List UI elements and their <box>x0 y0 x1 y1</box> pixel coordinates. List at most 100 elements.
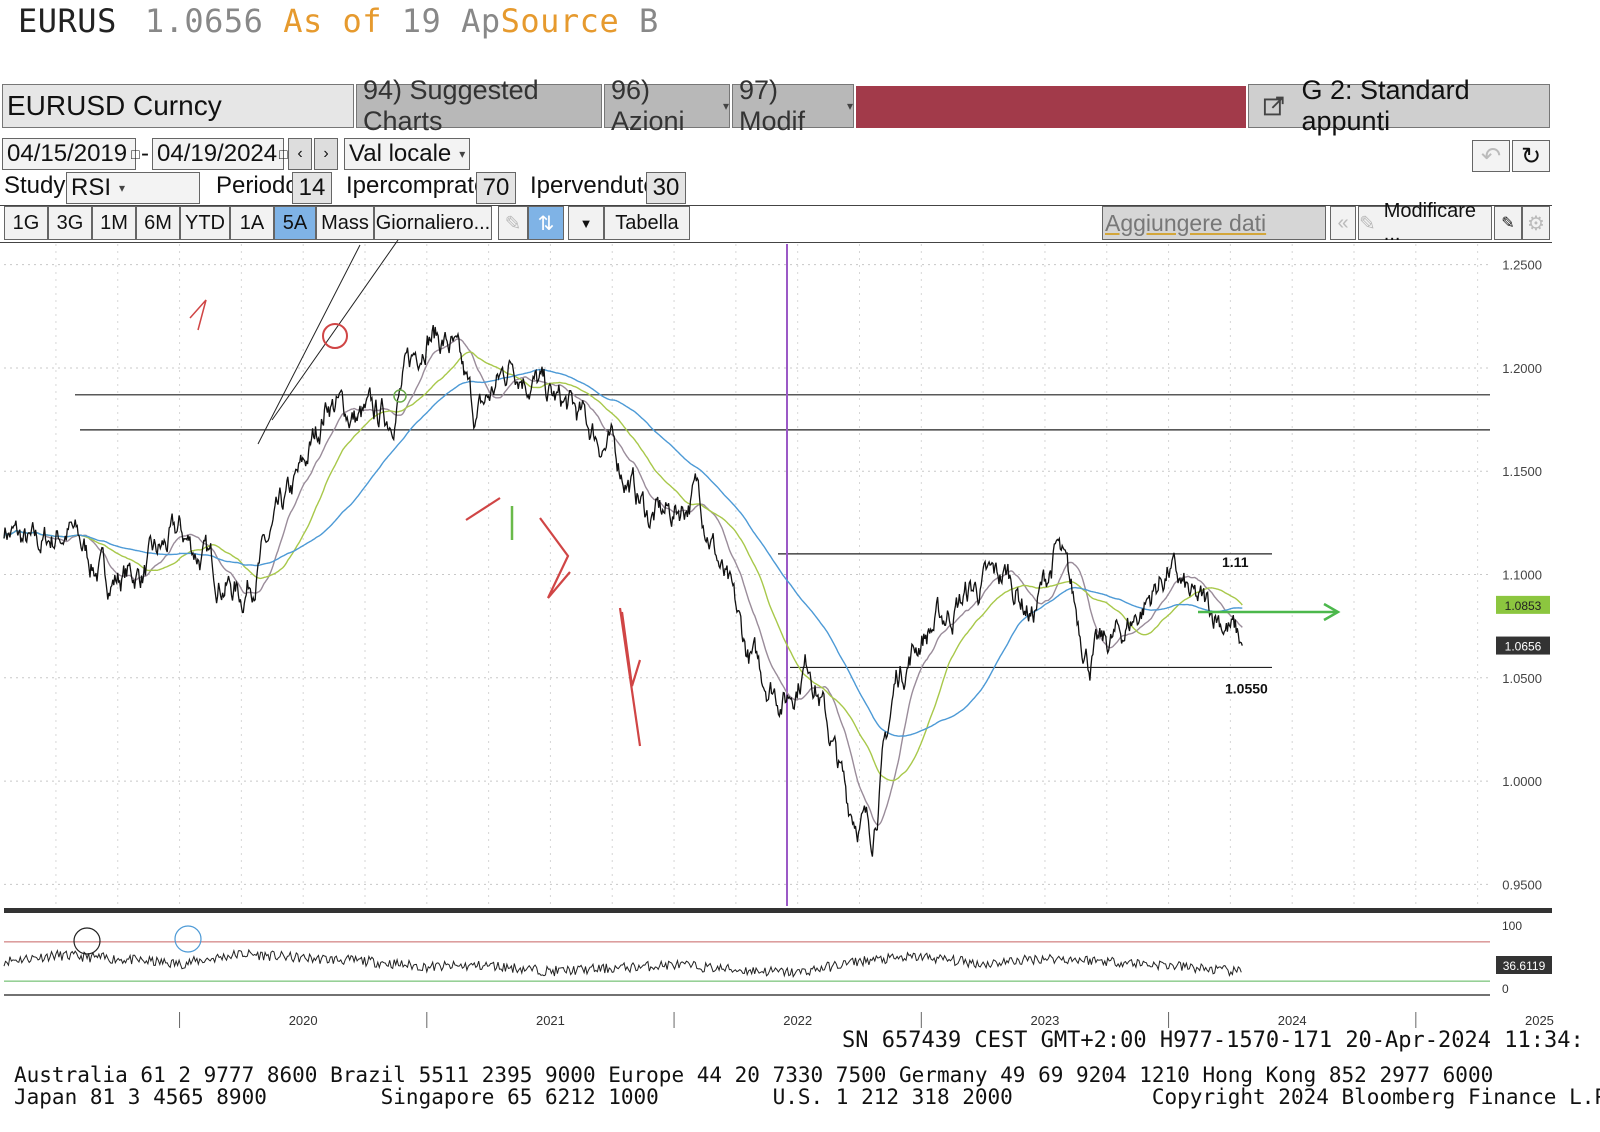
gear-icon: ⚙ <box>1527 212 1545 235</box>
chart-type-dropdown[interactable]: ▼ <box>568 206 604 240</box>
overbought-label: Ipercomprato <box>346 172 488 199</box>
double-chevron-left-icon: « <box>1337 211 1349 234</box>
chart-grid <box>4 244 1490 905</box>
settings-button[interactable]: ⚙ <box>1522 206 1550 240</box>
ma-medium <box>3 351 1243 782</box>
source-label: Source <box>500 2 620 40</box>
period-value: 14 <box>298 174 326 201</box>
rsi-highlight-circle <box>73 927 101 955</box>
ticker-symbol: EURUS <box>18 2 117 40</box>
y-tick-label: 0.9500 <box>1502 877 1542 892</box>
ma-value-tag <box>1496 595 1550 614</box>
chevron-right-icon: › <box>323 145 329 162</box>
modif-menu[interactable]: 97) Modif <box>732 75 854 136</box>
as-of-label: As of <box>283 2 383 40</box>
timeframe-1g[interactable]: 1G <box>4 206 48 240</box>
y-tick-label: 1.2000 <box>1502 361 1542 376</box>
start-date-input[interactable]: 04/15/2019 □ <box>2 138 140 170</box>
timeframe-3g[interactable]: 3G <box>48 206 92 240</box>
alert-bar <box>856 86 1246 128</box>
collapse-button[interactable]: « <box>1330 206 1356 240</box>
price-chart[interactable]: 1.11 1.0550 1.2500 1.2000 1.1500 1.1000 1.050… <box>0 240 1600 1030</box>
moving-averages <box>3 338 1243 826</box>
trendlines <box>257 240 399 445</box>
undo-button[interactable]: ↶ <box>1472 140 1510 172</box>
x-tick-label: 2021 <box>536 1013 565 1028</box>
arrow-head <box>1323 602 1341 622</box>
pencil-icon: ✎ <box>1359 212 1376 235</box>
draw-tool-button[interactable]: ✎ <box>498 206 528 240</box>
oversold-label: Ipervenduto <box>530 172 657 199</box>
table-button[interactable]: Tabella <box>604 206 690 240</box>
timeframe-1a[interactable]: 1A <box>230 206 274 240</box>
chevron-left-icon: ‹ <box>297 145 303 162</box>
ma-value-text: 1.0853 <box>1505 599 1542 613</box>
popout-icon <box>1263 96 1284 116</box>
calendar-icon: □ <box>279 146 288 162</box>
security-field[interactable]: EURUSD Curncy <box>2 84 354 128</box>
price-line <box>3 324 1243 857</box>
contact-line-2: Japan 81 3 4565 8900 Singapore 65 6212 1… <box>14 1085 1600 1109</box>
level-label-top: 1.11 <box>1222 554 1249 570</box>
frequency-select[interactable]: Giornaliero... <box>374 206 492 240</box>
rsi-tick-label: 100 <box>1502 919 1522 933</box>
oversold-input[interactable]: 30 <box>646 172 686 204</box>
study-label: Study <box>4 172 66 199</box>
redo-icon: ↻ <box>1520 142 1542 170</box>
rsi-tick-label: 0 <box>1502 982 1509 996</box>
title-line: EURUS 1.0656 As of 19 ApSource B <box>18 2 659 40</box>
modify-button[interactable]: ✎ Modificare ... <box>1358 200 1492 245</box>
rsi-highlight-circle <box>174 925 202 953</box>
overbought-input[interactable]: 70 <box>476 172 516 204</box>
period-label: Periodo <box>216 172 299 199</box>
template-label: G 2: Standard appunti <box>1301 75 1470 136</box>
period-input[interactable]: 14 <box>292 172 332 204</box>
price-tag-text: 1.0656 <box>1505 640 1542 654</box>
timeframe-6m[interactable]: 6M <box>136 206 180 240</box>
edit-chart-button[interactable]: ✎ <box>1494 206 1522 240</box>
modif-label: 97) Modif <box>739 75 806 136</box>
session-info: SN 657439 CEST GMT+2:00 H977-1570-171 20… <box>842 1028 1584 1053</box>
redo-button[interactable]: ↻ <box>1512 140 1550 172</box>
ma-short <box>3 338 1243 826</box>
highlight-circle <box>322 323 348 349</box>
add-data-input[interactable]: Aggiungere dati <box>1102 206 1326 240</box>
prev-period-button[interactable]: ‹ <box>288 138 312 170</box>
pattern-stroke <box>620 611 642 687</box>
last-price: 1.0656 <box>144 2 264 40</box>
timeframe-ytd[interactable]: YTD <box>180 206 230 240</box>
azioni-label: 96) Azioni <box>611 75 685 136</box>
price-series <box>3 324 1243 857</box>
study-select[interactable]: RSI <box>66 172 200 204</box>
timeframe-max[interactable]: Mass <box>316 206 374 240</box>
price-tag <box>1496 636 1550 655</box>
timeframe-1m[interactable]: 1M <box>92 206 136 240</box>
end-date-input[interactable]: 04/19/2024 □ <box>152 138 288 170</box>
trendline <box>257 244 361 445</box>
y-tick-label: 1.0500 <box>1502 671 1542 686</box>
start-date-text: 04/15/2019 <box>7 140 128 167</box>
pattern-stroke <box>539 517 571 599</box>
arrows-icon: ⇅ <box>537 212 555 235</box>
chart-annotations: 1.11 1.0550 <box>189 299 1341 747</box>
level-label-bottom: 1.0550 <box>1225 680 1268 696</box>
undo-icon: ↶ <box>1480 142 1502 170</box>
end-date-text: 04/19/2024 <box>157 140 278 167</box>
y-tick-label: 1.1500 <box>1502 464 1542 479</box>
azioni-menu[interactable]: 96) Azioni <box>604 75 730 136</box>
ma-long <box>3 368 1243 737</box>
y-tick-label: 1.2500 <box>1502 258 1542 273</box>
rsi-value-tag <box>1496 956 1552 974</box>
edit-icon: ✎ <box>1501 215 1515 232</box>
suggested-charts-button[interactable]: 94) Suggested Charts <box>356 75 602 136</box>
template-selector[interactable]: G 2: Standard appunti <box>1248 75 1550 136</box>
as-of-date: 19 Ap <box>401 2 501 40</box>
timeframe-5a[interactable]: 5A <box>274 206 316 240</box>
rsi-line <box>3 948 1242 978</box>
compare-button[interactable]: ⇅ <box>528 206 564 240</box>
next-period-button[interactable]: › <box>314 138 338 170</box>
calendar-icon: □ <box>131 146 140 162</box>
suggested-charts-label: 94) Suggested Charts <box>363 75 539 136</box>
currency-select[interactable]: Val locale <box>344 138 470 170</box>
modify-label: Modificare ... <box>1383 200 1477 245</box>
